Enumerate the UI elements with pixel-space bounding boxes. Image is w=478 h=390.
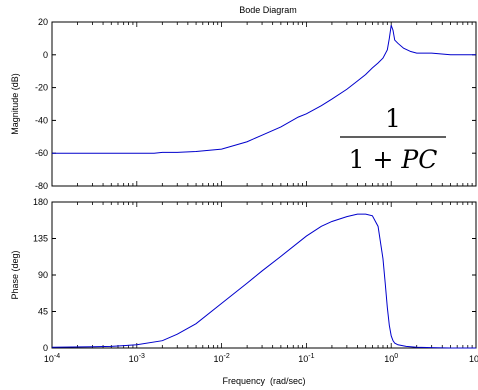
x-tick-label: 10-3 [129,353,145,364]
phase-series-line [51,213,476,349]
x-tick-label: 10-2 [213,353,229,364]
x-tick-base: 10 [129,354,139,364]
magnitude-y-tick-labels: 20 0 -20 -40 -60 -80 [35,17,48,191]
x-tick-exponent: 0 [394,353,398,360]
x-tick-exponent: -1 [308,353,314,360]
x-tick-label: 10-4 [44,353,60,364]
x-tick-base: 10 [384,354,394,364]
x-tick-label: 100 [384,353,398,364]
x-axis-label: Frequency (rad/sec) [222,376,305,386]
magnitude-y-tick-label: 0 [43,50,48,60]
x-tick-base: 10 [469,354,478,364]
chart-title: Bode Diagram [239,5,297,15]
magnitude-panel: 20 0 -20 -40 -60 -80 Magnitude (dB) [10,17,477,191]
phase-y-tick-label: 0 [43,343,48,353]
phase-panel: 180 135 90 45 0 Phase (deg) [10,197,477,353]
x-tick-label: 101 [469,353,478,364]
phase-y-tick-label: 45 [38,307,48,317]
magnitude-y-tick-label: -20 [35,83,48,93]
magnitude-series-line [52,25,476,154]
x-tick-exponent: -4 [54,353,60,360]
phase-y-tick-labels: 180 135 90 45 0 [33,197,48,353]
phase-y-tick-label: 90 [38,270,48,280]
annotation-denominator: 1 + PC [349,145,438,174]
annotation-numerator: 1 [385,104,401,133]
magnitude-y-tick-label: 20 [38,17,48,27]
x-tick-base: 10 [44,354,54,364]
magnitude-y-tick-label: -80 [35,181,48,191]
phase-y-tick-label: 180 [33,197,48,207]
magnitude-y-tick-label: -60 [35,148,48,158]
phase-plot-frame [51,201,477,349]
x-tick-label: 10-1 [298,353,314,364]
phase-ticks [51,201,477,349]
phase-axis-label: Phase (deg) [10,250,20,299]
phase-y-tick-label: 135 [33,234,48,244]
magnitude-axis-label: Magnitude (dB) [10,73,20,135]
x-tick-base: 10 [298,354,308,364]
x-tick-base: 10 [213,354,223,364]
magnitude-y-tick-label: -40 [35,115,48,125]
x-tick-exponent: -3 [139,353,145,360]
x-tick-labels: 10-410-310-210-1100101 [44,353,478,364]
x-tick-exponent: -2 [223,353,229,360]
annotation-denominator-prefix: 1 + [349,145,402,174]
transfer-function-annotation: 1 1 + PC [340,104,446,174]
annotation-denominator-pc: PC [400,145,437,174]
